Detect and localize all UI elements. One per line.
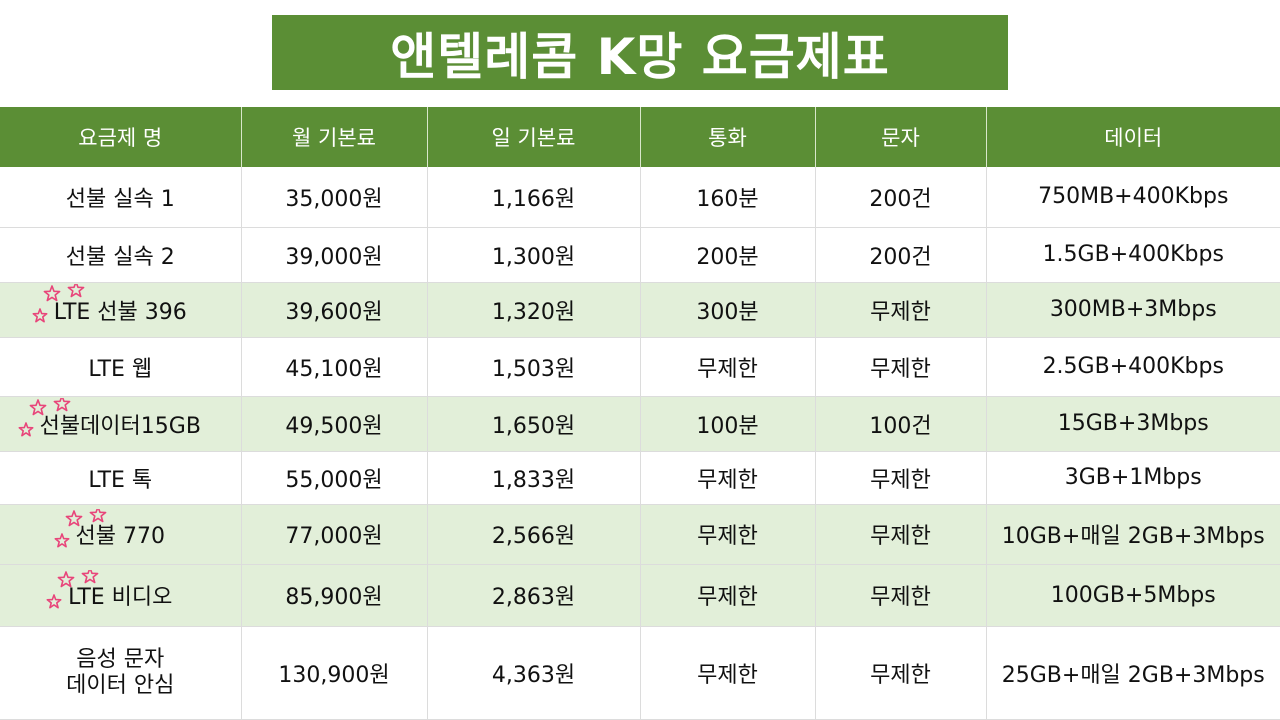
plan-name: LTE 선불 396 [53,299,187,325]
star-icon [29,399,46,416]
daily-fee-cell: 1,300원 [427,227,641,283]
plan-name: 선불 770 [75,524,165,549]
call-cell: 무제한 [640,626,816,720]
call-cell: 무제한 [640,564,816,627]
table-row: 음성 문자 데이터 안심 130,900원 4,363원 무제한 무제한 25G… [0,626,1280,720]
plan-name-cell: LTE 비디오 [0,564,242,627]
monthly-fee-cell: 130,900원 [241,626,428,720]
plan-name-cell: 선불 실속 2 [0,227,242,283]
plan-name-cell: LTE 웹 [0,337,242,397]
plan-name-cell: 선불 770 [0,504,242,565]
monthly-fee-cell: 49,500원 [241,396,428,452]
data-cell: 25GB+매일 2GB+3Mbps [986,626,1280,720]
plan-table: 요금제 명 월 기본료 일 기본료 통화 문자 데이터 선불 실속 1 35,0… [0,107,1280,720]
monthly-fee-cell: 39,000원 [241,227,428,283]
plan-name: 선불 실속 1 [65,186,175,212]
star-icon [89,508,106,522]
header-call: 통화 [640,107,816,167]
plan-name: LTE 톡 [88,467,153,493]
monthly-fee-cell: 77,000원 [241,504,428,565]
header-sms: 문자 [815,107,987,167]
plan-name-line-2: 데이터 안심 [66,672,175,698]
daily-fee-cell: 1,833원 [427,451,641,505]
data-cell: 3GB+1Mbps [986,451,1280,505]
plan-name-line-1: 음성 문자 [76,646,165,672]
plan-name-cell: 선불 실속 1 [0,167,242,228]
data-cell: 300MB+3Mbps [986,282,1280,338]
plan-name: 선불 실속 2 [65,244,175,270]
header-monthly-fee: 월 기본료 [241,107,428,167]
monthly-fee-cell: 39,600원 [241,282,428,338]
monthly-fee-cell: 55,000원 [241,451,428,505]
data-cell: 1.5GB+400Kbps [986,227,1280,283]
plan-name: 선불데이터15GB [39,413,201,439]
call-cell: 무제한 [640,337,816,397]
call-cell: 무제한 [640,451,816,505]
plan-name: LTE 웹 [88,356,153,382]
header-daily-fee: 일 기본료 [427,107,641,167]
data-cell: 2.5GB+400Kbps [986,337,1280,397]
header-data: 데이터 [986,107,1280,167]
star-icon [32,308,48,323]
daily-fee-cell: 1,650원 [427,396,641,452]
call-cell: 200분 [640,227,816,283]
table-row: LTE 톡 55,000원 1,833원 무제한 무제한 3GB+1Mbps [0,451,1280,505]
title-banner: 앤텔레콤 K망 요금제표 [272,15,1008,90]
plan-name-cell: LTE 선불 396 [0,282,242,338]
daily-fee-cell: 1,320원 [427,282,641,338]
table-row: 선불 실속 1 35,000원 1,166원 160분 200건 750MB+4… [0,167,1280,228]
daily-fee-cell: 2,863원 [427,564,641,627]
star-icon [43,285,61,302]
plan-name-cell: LTE 톡 [0,451,242,505]
sms-cell: 무제한 [815,626,987,720]
star-icon [46,593,62,608]
sms-cell: 무제한 [815,337,987,397]
table-row: 선불 실속 2 39,000원 1,300원 200분 200건 1.5GB+4… [0,227,1280,283]
sms-cell: 200건 [815,167,987,228]
star-icon [65,509,82,526]
star-icon [57,570,75,587]
star-icon [18,422,34,437]
monthly-fee-cell: 45,100원 [241,337,428,397]
daily-fee-cell: 2,566원 [427,504,641,565]
call-cell: 160분 [640,167,816,228]
call-cell: 100분 [640,396,816,452]
sms-cell: 무제한 [815,504,987,565]
call-cell: 300분 [640,282,816,338]
plan-name: LTE 비디오 [68,585,173,610]
data-cell: 100GB+5Mbps [986,564,1280,627]
data-cell: 15GB+3Mbps [986,396,1280,452]
table-header-row: 요금제 명 월 기본료 일 기본료 통화 문자 데이터 [0,107,1280,167]
monthly-fee-cell: 85,900원 [241,564,428,627]
monthly-fee-cell: 35,000원 [241,167,428,228]
sms-cell: 200건 [815,227,987,283]
sms-cell: 무제한 [815,451,987,505]
star-icon [81,569,99,583]
table-row: LTE 선불 396 39,600원 1,320원 300분 무제한 300MB… [0,282,1280,338]
daily-fee-cell: 1,503원 [427,337,641,397]
plan-name-cell: 선불데이터15GB [0,396,242,452]
table-row: 선불데이터15GB 49,500원 1,650원 100분 100건 15GB+… [0,396,1280,452]
daily-fee-cell: 1,166원 [427,167,641,228]
page-title: 앤텔레콤 K망 요금제표 [390,27,890,86]
table-row: LTE 웹 45,100원 1,503원 무제한 무제한 2.5GB+400Kb… [0,337,1280,397]
data-cell: 750MB+400Kbps [986,167,1280,228]
daily-fee-cell: 4,363원 [427,626,641,720]
table-row: 선불 770 77,000원 2,566원 무제한 무제한 10GB+매일 2G… [0,504,1280,565]
plan-name-cell: 음성 문자 데이터 안심 [0,626,242,720]
call-cell: 무제한 [640,504,816,565]
star-icon [67,284,85,298]
sms-cell: 100건 [815,396,987,452]
header-plan-name: 요금제 명 [0,107,242,167]
sms-cell: 무제한 [815,282,987,338]
star-icon [53,398,70,412]
sms-cell: 무제한 [815,564,987,627]
star-icon [54,532,70,547]
data-cell: 10GB+매일 2GB+3Mbps [986,504,1280,565]
table-row: LTE 비디오 85,900원 2,863원 무제한 무제한 100GB+5Mb… [0,564,1280,627]
